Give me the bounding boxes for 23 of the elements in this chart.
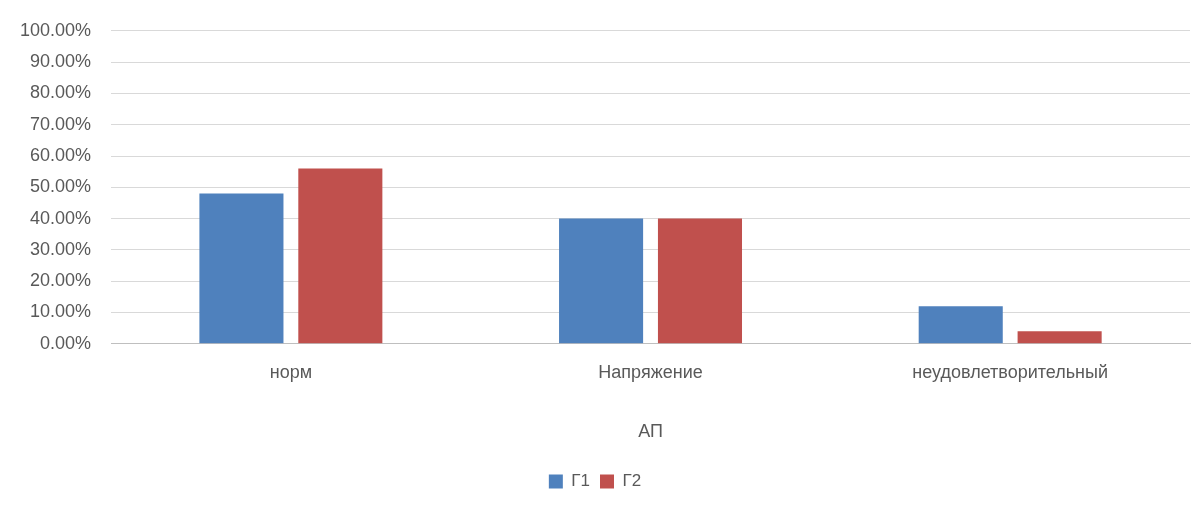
bar xyxy=(1017,331,1102,344)
legend-label: Г1 xyxy=(571,471,591,491)
y-tick-label: 50.00% xyxy=(30,176,92,197)
bar xyxy=(298,168,383,344)
bar xyxy=(657,218,743,344)
x-tick-label: норм xyxy=(269,361,313,382)
legend-label: Г2 xyxy=(622,471,642,491)
y-tick-label: 30.00% xyxy=(30,238,92,259)
bar xyxy=(199,193,284,344)
y-tick-label: 20.00% xyxy=(30,270,92,291)
x-tick-label: Напряжение xyxy=(598,361,703,382)
bar xyxy=(918,306,1003,344)
y-tick-label: 70.00% xyxy=(30,113,92,134)
y-tick-label: 90.00% xyxy=(30,51,92,72)
x-axis-title: АП xyxy=(638,421,663,442)
y-tick-label: 100.00% xyxy=(20,19,92,40)
y-tick-label: 80.00% xyxy=(30,82,92,103)
y-tick-label: 10.00% xyxy=(30,301,92,322)
x-tick-label: неудовлетворительный xyxy=(912,361,1109,382)
y-tick-label: 40.00% xyxy=(30,207,92,228)
y-tick-label: 0.00% xyxy=(40,332,92,353)
y-tick-label: 60.00% xyxy=(30,144,92,165)
bar xyxy=(559,218,644,344)
